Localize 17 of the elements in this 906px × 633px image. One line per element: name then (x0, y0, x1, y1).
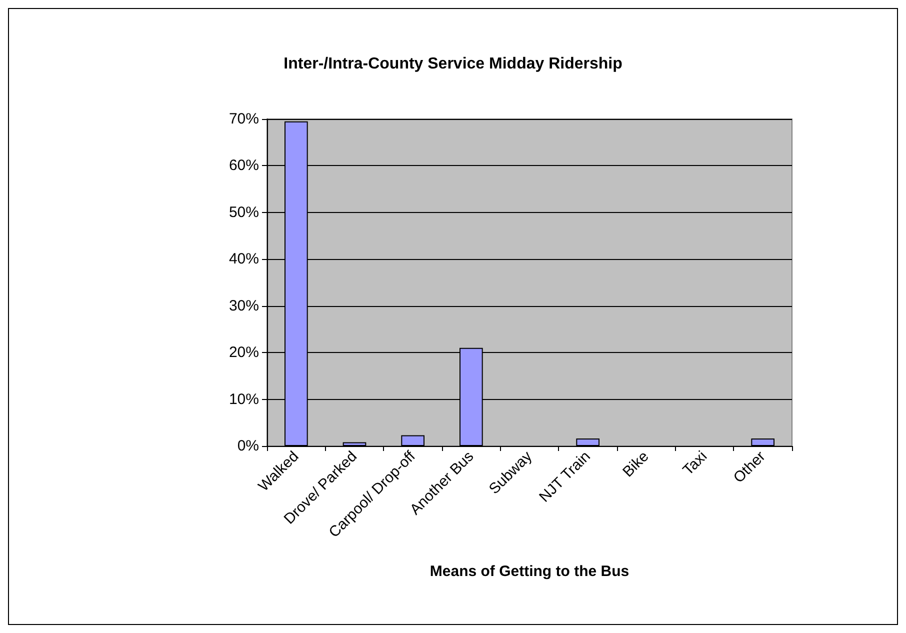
y-tick-label: 60% (228, 157, 259, 174)
bar (576, 438, 600, 446)
y-tick-label: 70% (228, 110, 259, 128)
x-tick-label: Bike (620, 448, 652, 481)
y-tick-label: 50% (228, 204, 259, 221)
x-tick-label: NJT Train (536, 448, 594, 506)
y-tick-label: 40% (228, 250, 259, 268)
y-tick-label: 10% (228, 390, 259, 408)
bar (751, 438, 774, 446)
chart-title: Inter-/Intra-County Service Midday Ridership (284, 56, 623, 72)
y-tick-label: 20% (228, 344, 259, 362)
bar (401, 435, 424, 446)
y-tick-label: 0% (237, 438, 259, 454)
x-tick-label: Taxi (680, 448, 711, 479)
y-tick-label: 30% (228, 297, 259, 314)
bar (342, 442, 366, 446)
x-axis-title: Means of Getting to the Bus (430, 563, 630, 580)
